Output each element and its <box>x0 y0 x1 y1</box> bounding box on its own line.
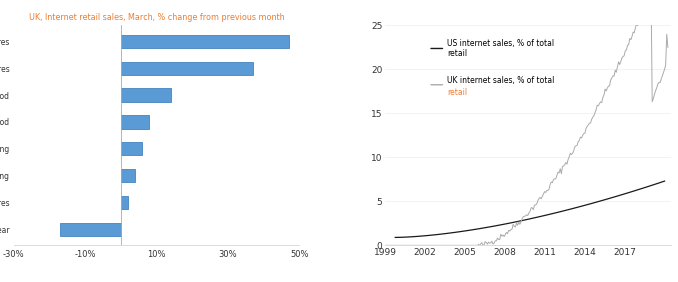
Bar <box>121 169 135 182</box>
Text: UK internet sales, % of total: UK internet sales, % of total <box>447 76 554 85</box>
Bar <box>121 196 128 209</box>
Text: retail: retail <box>447 88 467 97</box>
Title: UK, Internet retail sales, March, % change from previous month: UK, Internet retail sales, March, % chan… <box>28 13 284 22</box>
Bar <box>121 142 142 155</box>
Bar <box>121 115 149 129</box>
Bar <box>121 35 289 48</box>
Bar <box>60 222 121 236</box>
Bar <box>121 89 171 102</box>
Bar <box>121 61 253 75</box>
Text: US internet sales, % of total
retail: US internet sales, % of total retail <box>447 39 554 58</box>
